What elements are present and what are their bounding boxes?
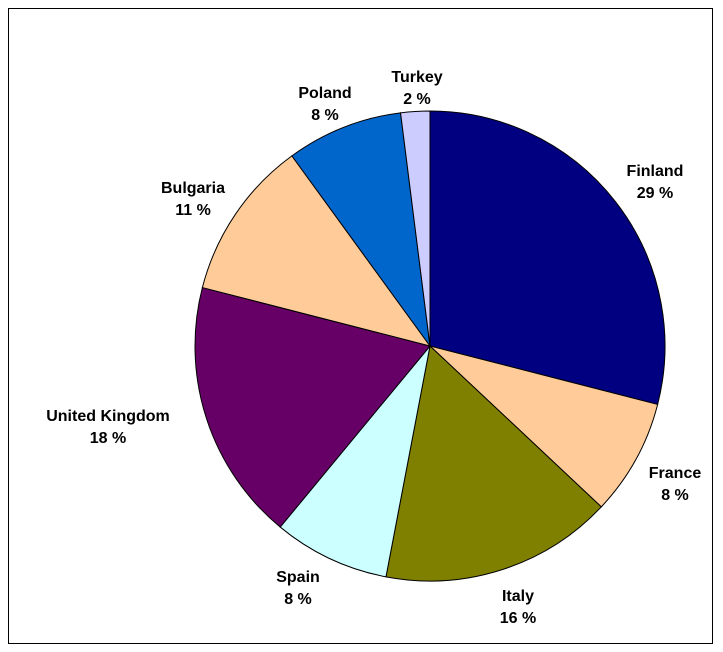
slice-value-united-kingdom: 18 % <box>90 430 126 447</box>
slice-value-spain: 8 % <box>284 591 312 608</box>
slice-value-bulgaria: 11 % <box>175 202 211 219</box>
slice-value-italy: 16 % <box>500 610 536 627</box>
pie-slices <box>194 110 666 582</box>
pie-slice-finland <box>429 110 666 406</box>
slice-label-italy: Italy <box>502 588 534 605</box>
pie-slice-united-kingdom <box>194 286 431 528</box>
slice-label-bulgaria: Bulgaria <box>161 180 225 197</box>
slice-label-turkey: Turkey <box>391 69 442 86</box>
slice-value-finland: 29 % <box>637 185 673 202</box>
slice-label-poland: Poland <box>298 85 351 102</box>
slice-label-spain: Spain <box>276 569 320 586</box>
pie-slice-spain <box>279 345 431 578</box>
pie-slice-turkey <box>399 110 431 347</box>
slice-value-poland: 8 % <box>311 107 339 124</box>
slice-value-turkey: 2 % <box>403 91 431 108</box>
slice-label-finland: Finland <box>627 163 684 180</box>
pie-slice-italy <box>385 345 603 582</box>
pie-labels: Finland 29 % France 8 % Italy 16 % Spain 8 % Uni… <box>46 69 701 627</box>
slice-label-france: France <box>649 465 702 482</box>
pie-slice-poland <box>291 112 431 347</box>
slice-value-france: 8 % <box>661 487 689 504</box>
pie-slice-france <box>429 345 659 508</box>
pie-slice-bulgaria <box>201 155 432 347</box>
slice-label-united-kingdom: United Kingdom <box>46 408 170 425</box>
